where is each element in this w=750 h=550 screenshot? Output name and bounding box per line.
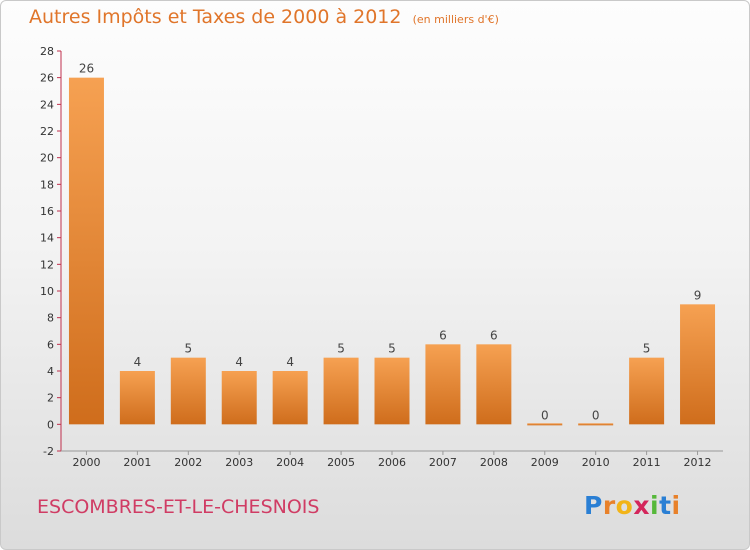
data-label: 5 <box>337 342 345 356</box>
bar <box>170 357 206 425</box>
data-label: 4 <box>134 355 142 369</box>
x-tick-label: 2001 <box>123 456 151 469</box>
bar <box>272 371 308 425</box>
y-tick-label: 14 <box>40 232 54 245</box>
commune-name: ESCOMBRES-ET-LE-CHESNOIS <box>37 496 320 518</box>
x-tick-label: 2000 <box>72 456 100 469</box>
y-tick-label: 8 <box>47 312 54 325</box>
logo-letter: o <box>615 491 634 520</box>
x-tick-label: 2003 <box>225 456 253 469</box>
x-tick-label: 2002 <box>174 456 202 469</box>
y-tick-label: 4 <box>47 365 54 378</box>
proxiti-logo[interactable]: Proxiti <box>584 491 681 520</box>
data-label: 0 <box>541 408 549 422</box>
y-tick-label: 6 <box>47 338 54 351</box>
y-tick-label: 18 <box>40 178 54 191</box>
data-label: 0 <box>592 408 600 422</box>
bar <box>374 357 410 425</box>
chart-subtitle: (en milliers d'€) <box>412 13 499 26</box>
bar <box>680 304 716 425</box>
y-tick-label: -2 <box>43 445 54 458</box>
x-tick-label: 2005 <box>327 456 355 469</box>
bar <box>425 344 461 425</box>
data-label: 4 <box>235 355 243 369</box>
bar <box>323 357 359 425</box>
logo-letter: x <box>633 491 650 520</box>
data-label: 6 <box>439 328 447 342</box>
y-tick-label: 26 <box>40 72 54 85</box>
data-label: 5 <box>184 342 192 356</box>
data-label: 5 <box>388 342 396 356</box>
bar <box>119 371 155 425</box>
logo-letter: i <box>650 491 660 520</box>
logo-letter: i <box>671 491 681 520</box>
y-tick-label: 2 <box>47 392 54 405</box>
data-label: 26 <box>79 62 94 76</box>
y-tick-label: 0 <box>47 418 54 431</box>
logo-letter: r <box>602 491 616 520</box>
title-block: Autres Impôts et Taxes de 2000 à 2012 (e… <box>29 6 499 28</box>
bar <box>527 423 563 426</box>
x-tick-label: 2008 <box>480 456 508 469</box>
x-tick-label: 2011 <box>633 456 661 469</box>
y-tick-label: 12 <box>40 258 54 271</box>
chart-title: Autres Impôts et Taxes de 2000 à 2012 <box>29 6 402 28</box>
y-tick-label: 22 <box>40 125 54 138</box>
data-label: 4 <box>286 355 294 369</box>
bar <box>68 77 104 425</box>
x-tick-label: 2006 <box>378 456 406 469</box>
x-tick-label: 2007 <box>429 456 457 469</box>
data-label: 5 <box>643 342 651 356</box>
bar <box>629 357 665 425</box>
x-tick-label: 2012 <box>684 456 712 469</box>
y-tick-label: 28 <box>40 45 54 58</box>
y-tick-label: 16 <box>40 205 54 218</box>
data-label: 9 <box>694 288 702 302</box>
logo-letter: P <box>584 491 603 520</box>
bar <box>476 344 512 425</box>
bar <box>221 371 257 425</box>
y-tick-label: 24 <box>40 98 54 111</box>
x-tick-label: 2010 <box>582 456 610 469</box>
data-label: 6 <box>490 328 498 342</box>
y-tick-label: 20 <box>40 152 54 165</box>
x-tick-label: 2004 <box>276 456 304 469</box>
x-tick-label: 2009 <box>531 456 559 469</box>
logo-letter: t <box>659 491 672 520</box>
y-tick-label: 10 <box>40 285 54 298</box>
bar <box>578 423 614 426</box>
